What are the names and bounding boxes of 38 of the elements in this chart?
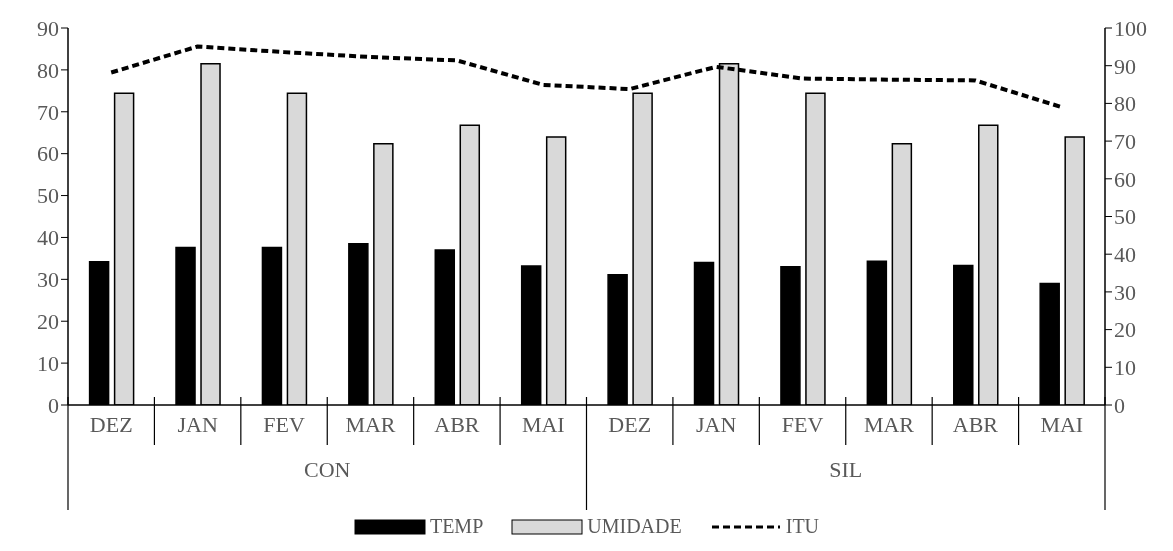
x-tick-label: ABR bbox=[952, 412, 999, 437]
y-tick-label: 0 bbox=[48, 392, 59, 418]
x-tick-label: DEZ bbox=[608, 412, 652, 437]
y2-tick-label: 70 bbox=[1114, 128, 1136, 154]
y2-tick-label: 90 bbox=[1114, 53, 1136, 79]
x-tick-label: FEV bbox=[263, 412, 305, 437]
y-tick-label: 20 bbox=[37, 309, 59, 335]
x-tick-label: DEZ bbox=[89, 412, 133, 437]
y-tick-label: 10 bbox=[37, 350, 59, 376]
x-tick-label: FEV bbox=[781, 412, 824, 437]
y2-tick-label: 20 bbox=[1114, 317, 1136, 343]
legend-label: UMIDADE bbox=[586, 515, 682, 538]
x-tick-label: MAR bbox=[345, 412, 396, 437]
legend-label: TEMP bbox=[428, 515, 484, 538]
y2-tick-label: 30 bbox=[1114, 279, 1136, 305]
y-tick-label: 80 bbox=[37, 57, 59, 83]
legend-label: ITU bbox=[784, 515, 820, 538]
y2-tick-label: 80 bbox=[1114, 91, 1136, 117]
y2-tick-label: 10 bbox=[1114, 355, 1136, 381]
x-tick-label: JAN bbox=[695, 412, 737, 437]
y-tick-label: 90 bbox=[37, 15, 59, 41]
y-tick-label: 40 bbox=[37, 225, 59, 251]
y-tick-label: 50 bbox=[37, 183, 59, 209]
x-tick-label: MAI bbox=[1040, 412, 1084, 437]
y2-tick-label: 0 bbox=[1114, 392, 1125, 418]
x-tick-label: ABR bbox=[434, 412, 480, 437]
text: CON bbox=[304, 457, 351, 482]
x-tick-label: MAI bbox=[521, 412, 565, 437]
y2-tick-label: 100 bbox=[1114, 15, 1147, 41]
text: SIL bbox=[829, 457, 863, 482]
x-tick-label: MAR bbox=[863, 412, 915, 437]
y2-tick-label: 50 bbox=[1114, 204, 1136, 230]
y2-tick-label: 40 bbox=[1114, 242, 1136, 268]
y2-tick-label: 60 bbox=[1114, 166, 1136, 192]
y-tick-label: 70 bbox=[37, 99, 59, 125]
y-tick-label: 30 bbox=[37, 267, 59, 293]
y-tick-label: 60 bbox=[37, 141, 59, 167]
x-tick-label: JAN bbox=[177, 412, 218, 437]
